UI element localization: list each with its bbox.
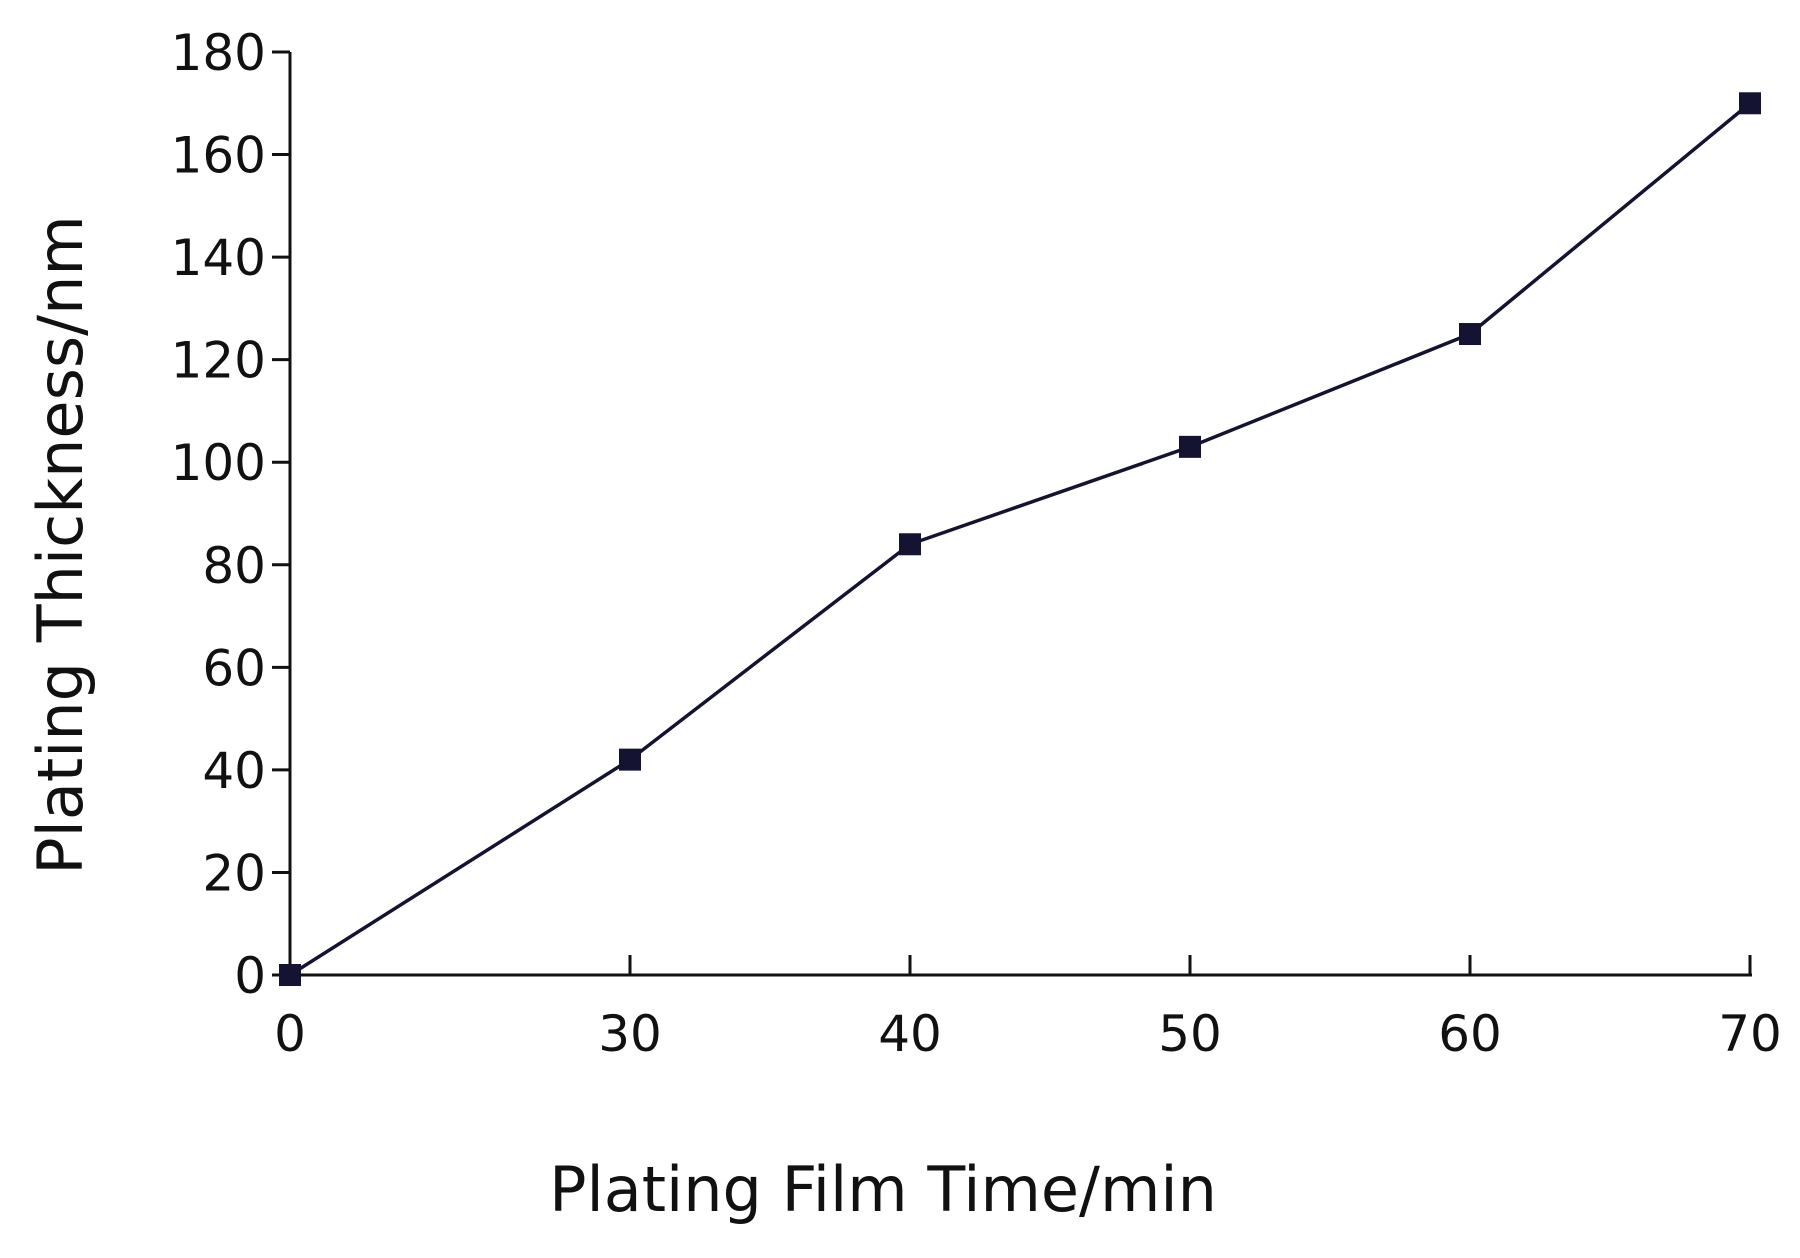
x-axis-ticks: 0 30 40 50 60 70 bbox=[274, 955, 1782, 1063]
x-tick-label: 60 bbox=[1438, 1005, 1502, 1063]
x-tick-label: 50 bbox=[1158, 1005, 1222, 1063]
data-point-marker bbox=[1739, 92, 1761, 115]
y-tick-label: 120 bbox=[171, 332, 266, 390]
y-tick-label: 140 bbox=[171, 229, 266, 287]
data-point-marker bbox=[1459, 323, 1481, 346]
y-tick-label: 20 bbox=[202, 844, 266, 902]
x-axis-title: Plating Film Time/min bbox=[549, 1153, 1217, 1226]
y-tick-label: 100 bbox=[171, 434, 266, 492]
series-group bbox=[279, 92, 1761, 986]
x-tick-label: 0 bbox=[274, 1005, 306, 1063]
data-point-marker bbox=[899, 533, 921, 556]
x-tick-label: 40 bbox=[878, 1005, 942, 1063]
data-point-marker bbox=[619, 748, 641, 771]
y-axis-ticks: 0 20 40 60 80 100 120 140 160 180 bbox=[171, 24, 290, 1005]
chart-axes bbox=[288, 52, 1752, 977]
y-tick-label: 80 bbox=[202, 537, 266, 595]
y-tick-label: 40 bbox=[202, 742, 266, 800]
x-tick-label: 70 bbox=[1718, 1005, 1782, 1063]
y-axis-title: Plating Thickness/nm bbox=[24, 215, 97, 875]
y-tick-label: 0 bbox=[234, 947, 266, 1005]
y-tick-label: 180 bbox=[171, 24, 266, 82]
x-tick-label: 30 bbox=[598, 1005, 662, 1063]
y-tick-label: 160 bbox=[171, 127, 266, 185]
data-point-marker bbox=[1179, 435, 1201, 458]
series-line bbox=[289, 101, 1752, 977]
y-tick-label: 60 bbox=[202, 639, 266, 697]
data-point-marker bbox=[279, 964, 301, 986]
